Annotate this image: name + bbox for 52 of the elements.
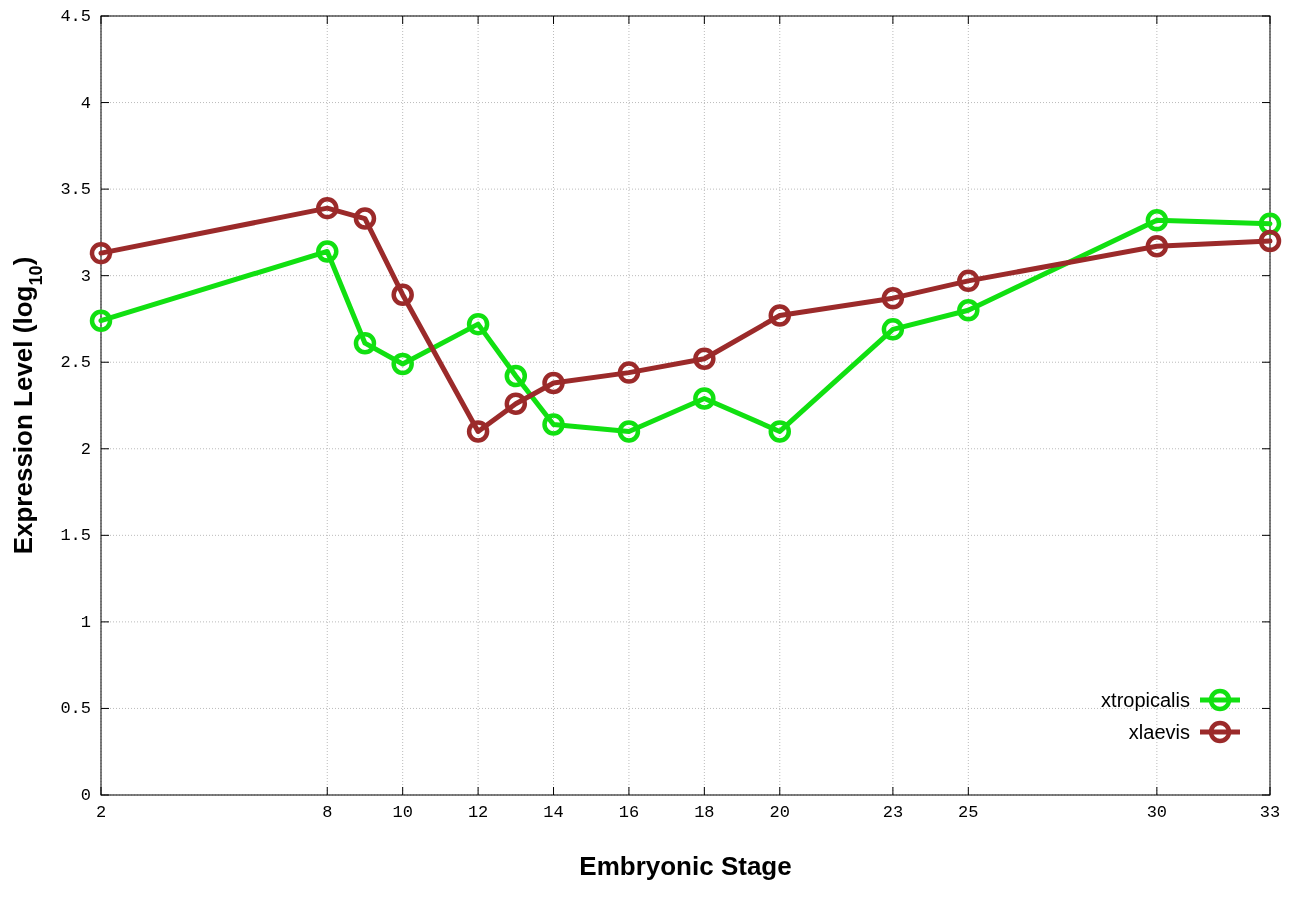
x-tick-label: 16: [618, 803, 640, 822]
point: [617, 420, 641, 443]
point: [89, 309, 113, 332]
point: [881, 318, 905, 341]
y-tick-label: 3.5: [60, 180, 91, 200]
point: [542, 371, 565, 395]
y-tick-label: 2: [80, 439, 91, 459]
legend-label: xtropicalis: [1101, 689, 1190, 711]
y-tick-label: 0.5: [60, 699, 91, 719]
x-tick-label: 20: [769, 803, 790, 822]
point: [693, 347, 716, 371]
x-tick-label: 14: [543, 803, 564, 822]
y-tick-label: 1: [80, 612, 91, 632]
x-tick-label: 8: [322, 803, 333, 822]
y-tick-label: 4: [80, 93, 91, 113]
point: [768, 420, 792, 443]
point: [316, 240, 339, 263]
x-axis-title: Embryonic Stage: [579, 851, 792, 881]
point: [693, 387, 716, 410]
y-tick-label: 3: [80, 266, 91, 286]
point: [617, 361, 641, 384]
legend-label: xlaevis: [1128, 721, 1190, 743]
point: [353, 331, 377, 355]
x-tick-label: 25: [958, 803, 979, 822]
point: [504, 392, 528, 416]
x-tick-label: 10: [392, 803, 413, 822]
point: [391, 283, 414, 306]
point: [768, 304, 792, 327]
point: [1145, 234, 1169, 258]
point: [504, 364, 528, 388]
x-tick-label: 23: [882, 803, 904, 822]
point: [316, 196, 339, 220]
point: [957, 269, 980, 293]
point: [957, 299, 980, 322]
point: [391, 352, 414, 376]
point: [542, 413, 565, 436]
point: [881, 286, 905, 310]
y-tick-label: 1.5: [60, 526, 91, 546]
y-tick-label: 4.5: [60, 7, 91, 26]
y-tick-label: 0: [80, 786, 91, 805]
point: [1258, 229, 1282, 253]
point: [466, 312, 490, 336]
x-tick-label: 33: [1259, 803, 1281, 822]
x-tick-label: 12: [467, 803, 489, 822]
point: [353, 207, 377, 230]
x-tick-label: 30: [1146, 803, 1168, 822]
x-tick-label: 18: [694, 803, 715, 822]
y-tick-label: 2.5: [60, 353, 91, 373]
point: [1145, 209, 1169, 232]
point: [466, 420, 490, 443]
x-tick-label: 2: [95, 803, 107, 822]
point: [89, 241, 113, 265]
